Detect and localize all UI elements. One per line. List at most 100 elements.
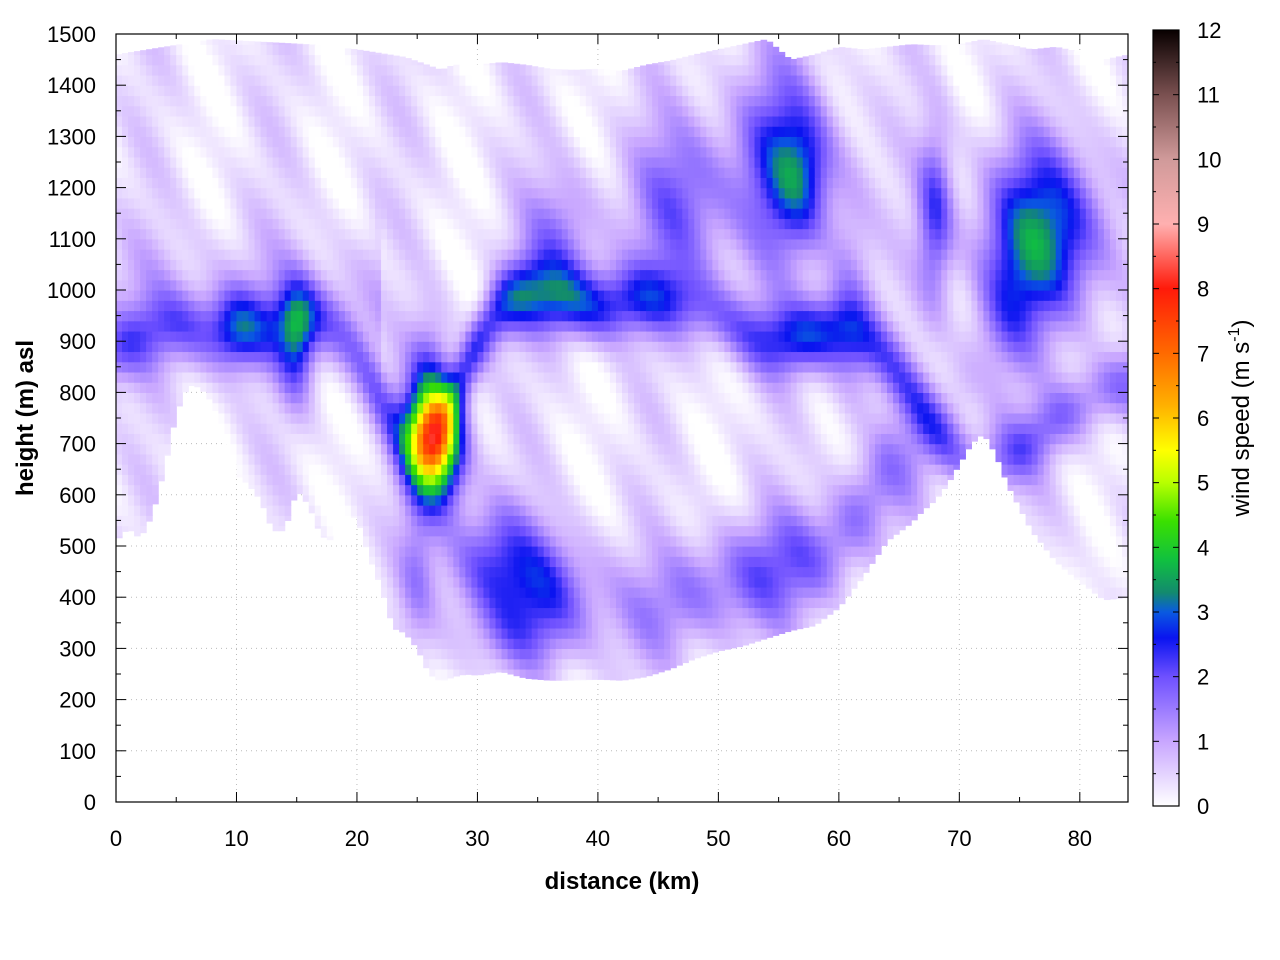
field-cell — [284, 382, 292, 393]
field-cell — [176, 115, 183, 127]
field-cell — [200, 310, 207, 322]
field-cell — [549, 648, 557, 660]
field-cell — [507, 115, 515, 127]
field-cell — [628, 238, 635, 250]
field-cell — [513, 392, 521, 404]
field-cell — [405, 218, 412, 230]
field-cell — [561, 330, 569, 342]
field-cell — [164, 269, 171, 281]
field-cell — [146, 300, 153, 312]
field-cell — [531, 105, 539, 117]
field-cell — [152, 115, 159, 127]
field-cell — [507, 535, 515, 547]
field-cell — [622, 443, 629, 455]
field-cell — [308, 259, 316, 271]
field-cell — [664, 351, 671, 363]
field-cell — [447, 423, 454, 434]
field-cell — [362, 443, 370, 455]
field-cell — [296, 126, 304, 137]
field-cell — [459, 382, 466, 393]
field-cell — [158, 402, 165, 414]
field-cell — [615, 576, 623, 588]
field-cell — [628, 177, 635, 189]
field-cell — [525, 546, 533, 557]
field-cell — [290, 443, 298, 455]
field-cell — [459, 535, 466, 547]
field-cell — [218, 382, 226, 393]
field-cell — [218, 238, 226, 250]
field-cell — [615, 249, 623, 260]
field-cell — [254, 218, 262, 230]
field-cell — [320, 156, 328, 168]
field-cell — [423, 177, 430, 189]
field-cell — [555, 177, 563, 189]
field-cell — [399, 566, 406, 578]
field-cell — [387, 228, 394, 240]
field-cell — [525, 535, 533, 547]
field-cell — [489, 586, 497, 598]
field-cell — [254, 290, 262, 301]
field-cell — [483, 556, 491, 568]
field-cell — [519, 290, 527, 301]
field-cell — [543, 617, 551, 629]
field-cell — [646, 64, 653, 66]
field-cell — [477, 228, 485, 240]
field-cell — [393, 310, 400, 322]
field-cell — [236, 228, 244, 240]
field-cell — [640, 443, 647, 455]
field-cell — [411, 249, 418, 260]
field-cell — [658, 85, 665, 97]
field-cell — [176, 361, 183, 373]
field-cell — [344, 197, 352, 209]
field-cell — [393, 208, 400, 219]
field-cell — [664, 535, 671, 547]
field-cell — [242, 310, 250, 322]
field-cell — [122, 279, 129, 291]
field-cell — [146, 392, 153, 404]
field-cell — [441, 115, 448, 127]
field-cell — [387, 371, 394, 383]
field-cell — [206, 361, 213, 373]
field-cell — [609, 515, 617, 527]
field-cell — [284, 177, 292, 189]
field-cell — [393, 382, 400, 393]
field-cell — [314, 167, 322, 178]
field-cell — [441, 105, 448, 117]
field-cell — [585, 95, 593, 107]
field-cell — [453, 64, 460, 76]
field-cell — [465, 392, 472, 404]
field-cell — [393, 238, 400, 250]
field-cell — [344, 515, 352, 517]
field-cell — [387, 576, 394, 588]
field-cell — [381, 371, 388, 383]
field-cell — [140, 146, 147, 158]
field-cell — [170, 300, 177, 312]
field-cell — [483, 546, 491, 557]
field-cell — [609, 218, 617, 230]
field-cell — [543, 453, 551, 465]
field-cell — [459, 464, 466, 475]
field-cell — [344, 48, 352, 56]
field-cell — [314, 64, 322, 76]
field-cell — [603, 310, 611, 322]
field-cell — [615, 197, 623, 209]
field-cell — [549, 566, 557, 578]
field-cell — [664, 269, 671, 281]
field-cell — [302, 187, 310, 199]
field-cell — [658, 197, 665, 209]
field-cell — [640, 525, 647, 537]
field-cell — [338, 300, 346, 312]
field-cell — [230, 351, 238, 363]
field-cell — [622, 464, 629, 475]
field-cell — [296, 95, 304, 107]
field-cell — [447, 617, 454, 629]
field-cell — [242, 167, 250, 178]
field-cell — [640, 474, 647, 486]
field-cell — [567, 607, 575, 619]
field-cell — [646, 627, 653, 639]
field-cell — [471, 105, 479, 117]
field-cell — [405, 279, 412, 291]
field-cell — [670, 126, 677, 137]
field-cell — [128, 208, 135, 219]
field-cell — [134, 371, 141, 383]
